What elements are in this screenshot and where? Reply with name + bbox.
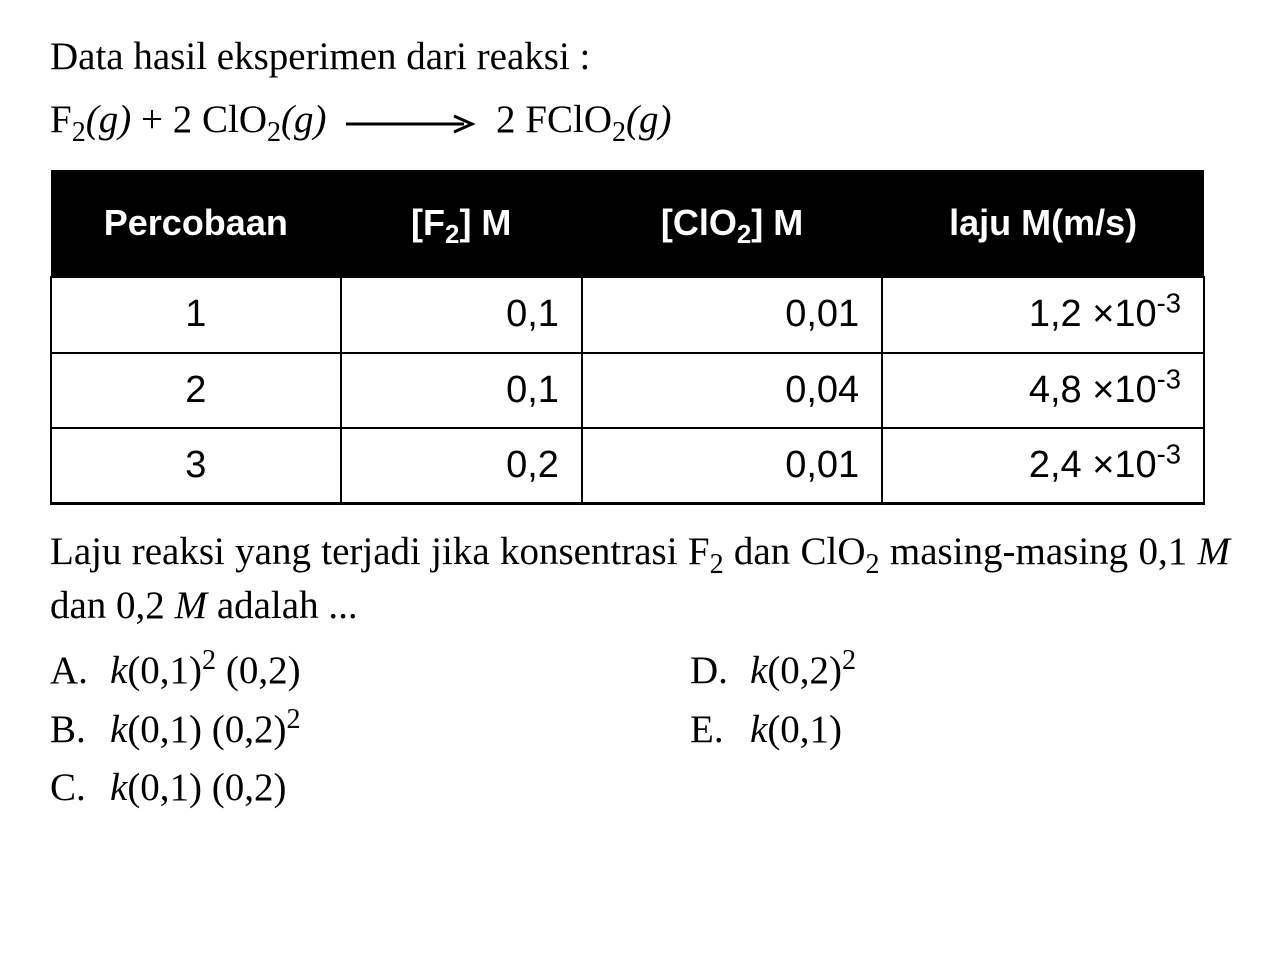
cell-rate: 4,8 ×10-3 <box>882 353 1204 428</box>
cell-trial: 1 <box>51 277 341 352</box>
rate-pre: 4,8 ×10 <box>1029 369 1157 411</box>
opt-pre: (0,1) (0,2) <box>127 708 286 751</box>
eq-lhs1: F <box>50 98 72 141</box>
eq-plus-sub: 2 <box>267 116 281 147</box>
question-text: Laju reaksi yang terjadi jika konsentras… <box>50 525 1230 634</box>
options-right-column: D. k(0,2)2 E. k(0,1) <box>690 644 1210 820</box>
rate-pre: 2,4 ×10 <box>1029 444 1157 486</box>
header-clo2-post: ] M <box>751 202 803 243</box>
opt-pre: (0,1) <box>127 649 202 692</box>
header-f2-sub: 2 <box>445 221 459 249</box>
opt-k: k <box>110 766 127 809</box>
cell-clo2: 0,01 <box>582 277 882 352</box>
header-f2: [F2] M <box>341 170 582 277</box>
cell-trial: 2 <box>51 353 341 428</box>
cell-f2: 0,2 <box>341 428 582 504</box>
opt-post: (0,2) <box>216 649 300 692</box>
eq-plus: + 2 ClO <box>131 98 267 141</box>
header-f2-post: ] M <box>459 202 511 243</box>
q-m1: M <box>1198 530 1231 573</box>
rate-pre: 1,2 ×10 <box>1029 293 1157 335</box>
header-f2-pre: [F <box>411 202 445 243</box>
header-clo2-sub: 2 <box>737 221 751 249</box>
q-2d: adalah ... <box>207 584 358 627</box>
opt-sup: 2 <box>287 704 301 735</box>
q-2c: dan 0,2 <box>50 584 175 627</box>
data-table: Percobaan [F2] M [ClO2] M laju M(m/s) 1 … <box>50 170 1205 505</box>
opt-pre: (0,2) <box>767 649 842 692</box>
intro-text: Data hasil eksperimen dari reaksi : <box>50 30 1230 85</box>
option-body: k(0,1) (0,2) <box>110 761 287 816</box>
opt-pre: (0,1) <box>767 708 842 751</box>
options-left-column: A. k(0,1)2 (0,2) B. k(0,1) (0,2)2 C. k(0… <box>50 644 690 820</box>
q-1b: dan <box>724 530 791 573</box>
rate-sup: -3 <box>1157 363 1181 394</box>
eq-rhs-state: (g) <box>626 98 671 141</box>
table-row: 2 0,1 0,04 4,8 ×10-3 <box>51 353 1204 428</box>
option-b: B. k(0,1) (0,2)2 <box>50 703 690 758</box>
option-body: k(0,2)2 <box>750 644 856 699</box>
eq-lhs1-state: (g) <box>86 98 131 141</box>
q-2sub: 2 <box>866 549 880 580</box>
opt-k: k <box>750 708 767 751</box>
option-d: D. k(0,2)2 <box>690 644 1210 699</box>
cell-f2: 0,1 <box>341 353 582 428</box>
header-percobaan: Percobaan <box>51 170 341 277</box>
q-1sub: 2 <box>710 549 724 580</box>
option-letter: A. <box>50 644 110 699</box>
option-body: k(0,1)2 (0,2) <box>110 644 301 699</box>
cell-trial: 3 <box>51 428 341 504</box>
header-clo2: [ClO2] M <box>582 170 882 277</box>
table-header-row: Percobaan [F2] M [ClO2] M laju M(m/s) <box>51 170 1204 277</box>
opt-sup: 2 <box>842 645 856 676</box>
q-1a: Laju reaksi yang terjadi jika konsentras… <box>50 530 710 573</box>
opt-k: k <box>110 708 127 751</box>
table-row: 3 0,2 0,01 2,4 ×10-3 <box>51 428 1204 504</box>
option-body: k(0,1) <box>750 703 842 758</box>
eq-plus-state: (g) <box>281 98 326 141</box>
opt-k: k <box>750 649 767 692</box>
option-letter: B. <box>50 703 110 758</box>
option-c: C. k(0,1) (0,2) <box>50 761 690 816</box>
eq-rhs: 2 FClO <box>496 98 612 141</box>
rate-sup: -3 <box>1157 288 1181 319</box>
q-2a: ClO <box>801 530 866 573</box>
cell-clo2: 0,04 <box>582 353 882 428</box>
option-letter: C. <box>50 761 110 816</box>
table-row: 1 0,1 0,01 1,2 ×10-3 <box>51 277 1204 352</box>
q-m2: M <box>175 584 208 627</box>
header-laju: laju M(m/s) <box>882 170 1204 277</box>
cell-rate: 1,2 ×10-3 <box>882 277 1204 352</box>
option-body: k(0,1) (0,2)2 <box>110 703 301 758</box>
option-e: E. k(0,1) <box>690 703 1210 758</box>
problem-content: Data hasil eksperimen dari reaksi : F2(g… <box>50 30 1230 820</box>
answer-options: A. k(0,1)2 (0,2) B. k(0,1) (0,2)2 C. k(0… <box>50 644 1230 820</box>
rate-sup: -3 <box>1157 438 1181 469</box>
option-a: A. k(0,1)2 (0,2) <box>50 644 690 699</box>
cell-clo2: 0,01 <box>582 428 882 504</box>
opt-k: k <box>110 649 127 692</box>
opt-sup: 2 <box>202 645 216 676</box>
option-letter: E. <box>690 703 750 758</box>
arrow-icon <box>346 95 476 150</box>
option-letter: D. <box>690 644 750 699</box>
cell-f2: 0,1 <box>341 277 582 352</box>
q-2b: masing-masing 0,1 <box>880 530 1198 573</box>
header-clo2-pre: [ClO <box>661 202 737 243</box>
reaction-equation: F2(g) + 2 ClO2(g) 2 FClO2(g) <box>50 93 1230 150</box>
eq-rhs-sub: 2 <box>612 116 626 147</box>
eq-lhs1-sub: 2 <box>72 116 86 147</box>
cell-rate: 2,4 ×10-3 <box>882 428 1204 504</box>
opt-pre: (0,1) (0,2) <box>127 766 286 809</box>
